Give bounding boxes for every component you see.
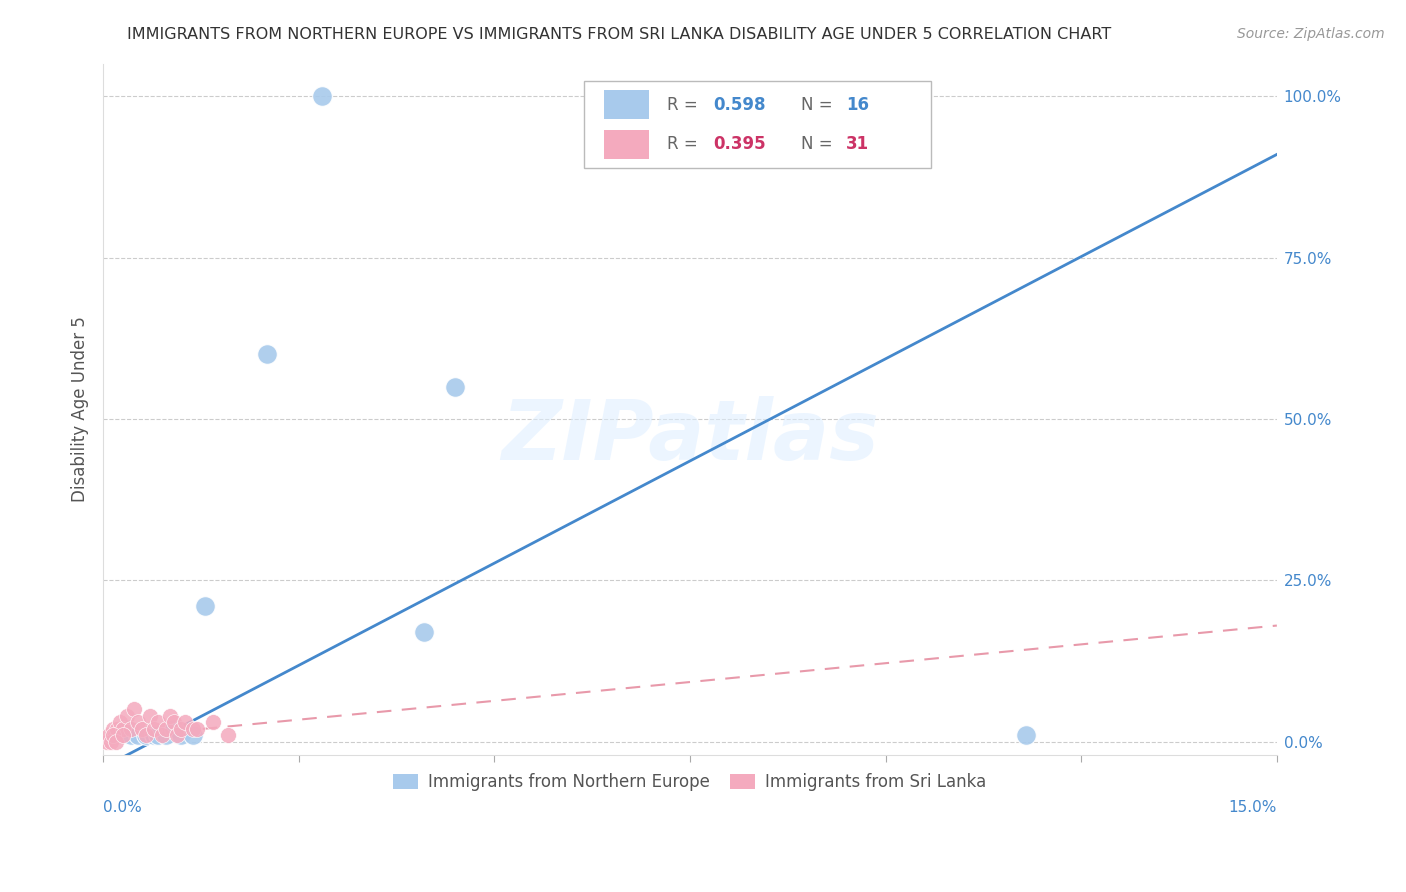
- Text: 0.395: 0.395: [713, 136, 766, 153]
- Point: [162, 715, 184, 730]
- Legend: Immigrants from Northern Europe, Immigrants from Sri Lanka: Immigrants from Northern Europe, Immigra…: [387, 767, 993, 798]
- Point: [143, 722, 166, 736]
- Point: [146, 728, 169, 742]
- Point: [181, 722, 204, 736]
- FancyBboxPatch shape: [585, 81, 931, 168]
- Point: [170, 722, 193, 736]
- Point: [217, 728, 239, 742]
- Text: N =: N =: [801, 136, 838, 153]
- Point: [115, 722, 138, 736]
- Text: N =: N =: [801, 95, 838, 113]
- Point: [98, 728, 121, 742]
- Point: [155, 722, 177, 736]
- Point: [127, 715, 149, 730]
- Text: 16: 16: [846, 95, 869, 113]
- Point: [194, 599, 217, 614]
- Text: 15.0%: 15.0%: [1229, 800, 1277, 814]
- Point: [413, 625, 436, 640]
- Point: [100, 735, 122, 749]
- Point: [110, 715, 132, 730]
- Text: IMMIGRANTS FROM NORTHERN EUROPE VS IMMIGRANTS FROM SRI LANKA DISABILITY AGE UNDE: IMMIGRANTS FROM NORTHERN EUROPE VS IMMIG…: [127, 27, 1111, 42]
- Point: [105, 722, 128, 736]
- Point: [444, 380, 467, 394]
- Point: [1015, 728, 1038, 742]
- Point: [146, 715, 169, 730]
- Y-axis label: Disability Age Under 5: Disability Age Under 5: [72, 317, 89, 502]
- Point: [104, 728, 127, 742]
- Point: [103, 728, 125, 742]
- Point: [159, 709, 181, 723]
- Point: [115, 709, 138, 723]
- Point: [131, 722, 153, 736]
- Point: [174, 715, 197, 730]
- Text: R =: R =: [666, 136, 703, 153]
- Point: [101, 722, 124, 736]
- Point: [150, 728, 173, 742]
- Point: [96, 735, 118, 749]
- Text: 31: 31: [846, 136, 869, 153]
- Point: [112, 722, 135, 736]
- FancyBboxPatch shape: [605, 130, 650, 159]
- Point: [166, 728, 188, 742]
- Point: [135, 728, 157, 742]
- Point: [120, 728, 142, 742]
- Point: [105, 735, 128, 749]
- Text: 0.598: 0.598: [713, 95, 766, 113]
- Point: [181, 728, 204, 742]
- Text: ZIPatlas: ZIPatlas: [501, 396, 879, 477]
- Point: [139, 709, 162, 723]
- Point: [135, 728, 157, 742]
- Point: [256, 347, 278, 361]
- Point: [124, 702, 146, 716]
- Point: [201, 715, 224, 730]
- Text: Source: ZipAtlas.com: Source: ZipAtlas.com: [1237, 27, 1385, 41]
- Point: [311, 89, 333, 103]
- FancyBboxPatch shape: [605, 90, 650, 120]
- Point: [143, 728, 166, 742]
- Point: [170, 728, 193, 742]
- Point: [120, 722, 142, 736]
- Point: [155, 728, 177, 742]
- Point: [162, 722, 184, 736]
- Point: [127, 728, 149, 742]
- Point: [186, 722, 208, 736]
- Text: 0.0%: 0.0%: [103, 800, 142, 814]
- Text: R =: R =: [666, 95, 703, 113]
- Point: [111, 728, 134, 742]
